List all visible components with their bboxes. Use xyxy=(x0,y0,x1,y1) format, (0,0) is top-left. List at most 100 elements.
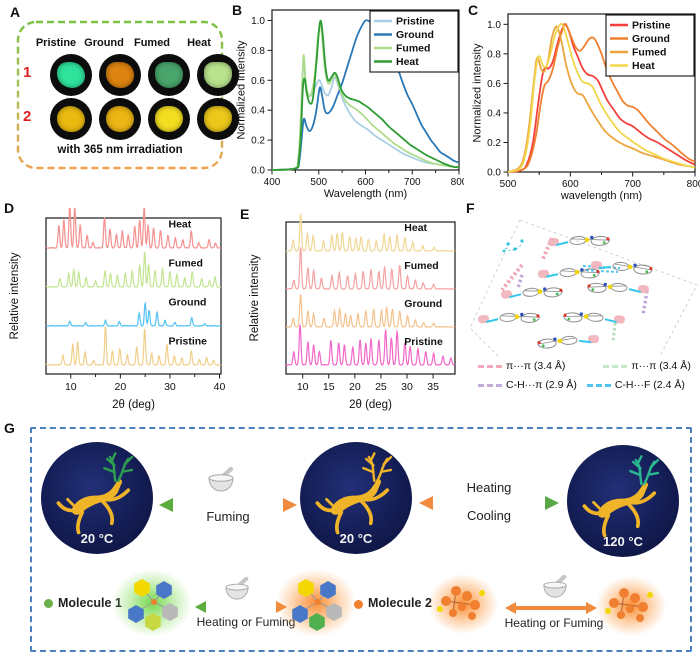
emission-chart-molecule2: 500 600 700 800 0.0 0.2 0.4 0.6 0.8 1.0 wavelength… xyxy=(472,13,700,202)
f-legend-label: C-H···π (2.9 Å) xyxy=(506,379,577,391)
svg-text:25: 25 xyxy=(375,381,387,393)
svg-text:10: 10 xyxy=(297,381,309,393)
svg-text:500: 500 xyxy=(310,177,327,188)
x-axis-title: 2θ (deg) xyxy=(349,399,392,411)
svg-text:0.4: 0.4 xyxy=(251,106,265,117)
svg-text:20: 20 xyxy=(115,381,127,393)
solvent-molecule xyxy=(502,239,524,253)
svg-text:700: 700 xyxy=(404,177,421,188)
xrd-trace-pristine xyxy=(45,326,222,366)
svg-text:0.6: 0.6 xyxy=(251,76,265,87)
panel-d-label: D xyxy=(4,200,15,216)
uv-photo-20c-fumed: 20 °C xyxy=(300,442,412,554)
row-label-1: 1 xyxy=(23,64,32,81)
panel-a-dashed-border xyxy=(16,20,224,170)
sample-photo xyxy=(50,54,92,96)
xrd-chart-molecule2: 10 15 20 25 30 35 2θ (deg) Relative intensity He… xyxy=(249,213,456,411)
series-ground xyxy=(271,19,460,171)
f-legend-row-2: C-H···π (2.9 Å) C-H···F (2.4 Å) xyxy=(478,379,685,391)
mortar-pestle-icon xyxy=(543,574,567,598)
molecule1-structure-orange xyxy=(292,579,342,631)
pi-pi-green-swatch xyxy=(603,364,628,368)
molecule1-label: Molecule 1 xyxy=(58,596,122,610)
fuming-arrow xyxy=(159,498,297,512)
pi-pi-pink-swatch xyxy=(478,364,502,368)
series-heat xyxy=(507,22,696,173)
y-axis-title: Normalized intensity xyxy=(472,43,484,143)
svg-text:Heat: Heat xyxy=(169,219,192,231)
panel-b-label: B xyxy=(232,2,243,18)
row-label-2: 2 xyxy=(23,108,32,125)
ch-f-blue-swatch xyxy=(586,383,611,387)
svg-text:Pristine: Pristine xyxy=(632,20,671,32)
svg-text:1.0: 1.0 xyxy=(487,20,501,31)
antlers xyxy=(362,452,393,483)
svg-text:Pristine: Pristine xyxy=(396,16,435,28)
svg-text:0.8: 0.8 xyxy=(487,49,501,60)
xrd-trace-ground xyxy=(286,294,456,328)
heating-cooling-arrow xyxy=(419,496,559,510)
svg-text:Fumed: Fumed xyxy=(396,43,430,55)
panel-f-label: F xyxy=(466,200,475,216)
xrd-trace-pristine xyxy=(286,324,456,366)
sample-photo xyxy=(50,98,92,140)
svg-text:800: 800 xyxy=(451,177,464,188)
sample-photo xyxy=(197,98,239,140)
svg-text:0.2: 0.2 xyxy=(487,138,501,149)
sample-photo xyxy=(99,98,141,140)
svg-text:Pristine: Pristine xyxy=(404,336,443,348)
svg-text:Fumed: Fumed xyxy=(632,47,666,59)
x-axis-title: wavelength (nm) xyxy=(560,190,642,202)
svg-text:600: 600 xyxy=(562,179,579,190)
svg-text:Ground: Ground xyxy=(632,33,670,45)
y-axis-title: Normalized intensity xyxy=(236,40,248,140)
heating-label: Heating xyxy=(466,480,512,495)
svg-text:1.0: 1.0 xyxy=(251,16,265,27)
svg-text:Heat: Heat xyxy=(632,60,655,72)
unit-cell-outline xyxy=(469,219,698,357)
svg-text:Ground: Ground xyxy=(396,29,434,41)
cooling-label: Cooling xyxy=(466,508,512,523)
svg-text:700: 700 xyxy=(624,179,641,190)
molecule2-transform-label: Heating or Fuming xyxy=(504,616,604,630)
svg-text:0.0: 0.0 xyxy=(251,166,265,177)
svg-text:20: 20 xyxy=(349,381,361,393)
temperature-label: 20 °C xyxy=(339,531,373,546)
column-header-fumed: Fumed xyxy=(133,37,171,49)
uv-photo-120c-heated: 120 °C xyxy=(567,445,679,557)
panel-a-sample-box: Pristine Ground Fumed Heat 1 2 with 365 … xyxy=(16,20,239,170)
emission-chart-molecule1: 400 500 600 700 800 0.0 0.2 0.4 0.6 0.8 1.0 Wavelen… xyxy=(236,9,464,200)
svg-text:30: 30 xyxy=(164,381,176,393)
series-ground xyxy=(507,23,696,173)
svg-text:40: 40 xyxy=(214,381,226,393)
f-legend-row-1: π···π (3.4 Å) π···π (3.4 Å) xyxy=(478,360,691,372)
molecule1-switch-arrow xyxy=(195,601,287,613)
column-header-pristine: Pristine xyxy=(35,37,77,49)
molecule2-cluster xyxy=(605,588,653,622)
xrd-chart-molecule1: 10 20 30 40 2θ (deg) Relative intensity Heat Fu… xyxy=(9,208,226,411)
xrd-trace-ground xyxy=(45,301,222,327)
antlers xyxy=(629,455,660,486)
svg-text:0.6: 0.6 xyxy=(487,79,501,90)
svg-text:0.8: 0.8 xyxy=(251,46,265,57)
molecule2-label: Molecule 2 xyxy=(368,596,432,610)
svg-text:Heat: Heat xyxy=(404,222,427,234)
deer-image xyxy=(582,455,660,538)
pi-pi-contact-pink xyxy=(500,237,554,292)
column-header-heat: Heat xyxy=(187,37,211,49)
xrd-trace-heat xyxy=(286,213,456,252)
svg-text:15: 15 xyxy=(323,381,335,393)
svg-text:600: 600 xyxy=(357,177,374,188)
antlers xyxy=(103,452,134,483)
mortar-pestle-icon xyxy=(208,466,234,492)
panel-e-label: E xyxy=(240,206,250,222)
molecule1-transform-label: Heating or Fuming xyxy=(196,615,296,629)
molecule1-bullet xyxy=(44,599,53,608)
panel-g-label: G xyxy=(4,420,15,436)
series-heat xyxy=(271,19,460,171)
xrd-trace-fumed xyxy=(45,251,222,288)
svg-text:0.4: 0.4 xyxy=(487,108,501,119)
fuming-label: Fuming xyxy=(206,509,250,524)
svg-text:30: 30 xyxy=(401,381,413,393)
